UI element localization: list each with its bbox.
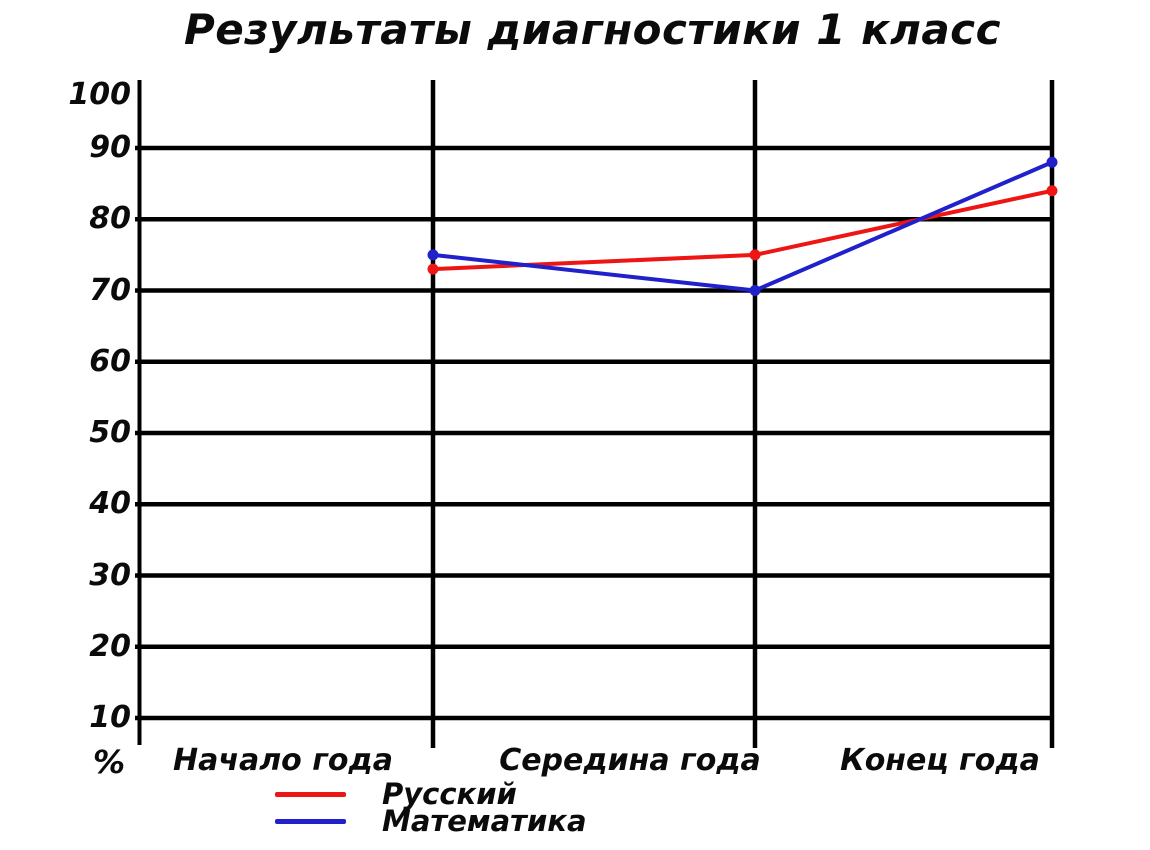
y-tick-label: 80: [89, 201, 131, 237]
y-tick-label: 30: [89, 557, 131, 593]
data-point-russian: [427, 263, 439, 275]
data-point-math: [1046, 156, 1058, 168]
y-tick-label: 100: [68, 77, 131, 112]
legend: Русский Математика: [275, 777, 587, 838]
y-tick-label: 50: [89, 415, 131, 450]
percent-axis-label: %: [92, 743, 125, 781]
data-point-russian: [749, 249, 761, 261]
legend-label-russian: Русский: [382, 777, 517, 811]
x-category-label: Начало года: [173, 743, 393, 778]
legend-line-math-icon: [275, 819, 346, 824]
data-point-russian: [1046, 185, 1058, 197]
x-category-label: Конец года: [840, 743, 1040, 778]
x-category-label: Середина года: [499, 743, 761, 778]
y-tick-label: 20: [89, 628, 131, 664]
legend-line-russian-icon: [275, 792, 346, 797]
data-point-math: [427, 249, 439, 261]
y-tick-label: 70: [89, 272, 131, 308]
y-tick-label: 40: [89, 486, 131, 522]
y-tick-label: 10: [89, 700, 131, 735]
series-line-math: [431, 160, 1054, 293]
legend-item-russian: Русский: [275, 777, 587, 811]
y-tick-label: 60: [89, 343, 131, 379]
legend-item-math: Математика: [275, 804, 587, 838]
y-tick-label: 90: [89, 130, 131, 165]
data-point-math: [749, 285, 761, 296]
chart-title: Результаты диагностики 1 класс: [184, 5, 1001, 54]
legend-label-math: Математика: [382, 804, 587, 838]
